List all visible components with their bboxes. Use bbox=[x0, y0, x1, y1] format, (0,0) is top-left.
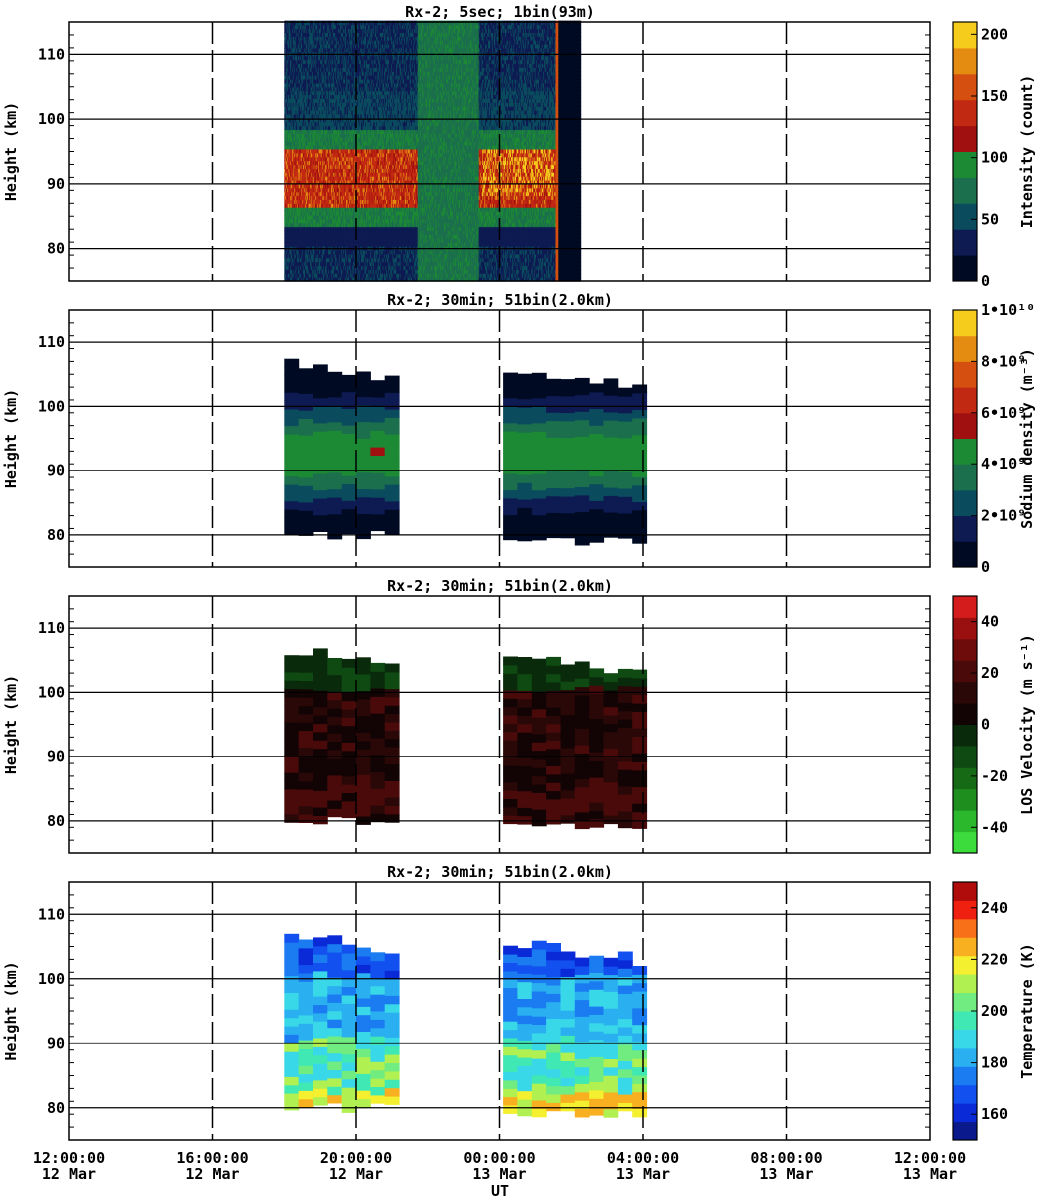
panel-1-data bbox=[284, 21, 581, 282]
figure: 8090100110Height (km)Rx-2; 5sec; 1bin(93… bbox=[0, 0, 1062, 1200]
